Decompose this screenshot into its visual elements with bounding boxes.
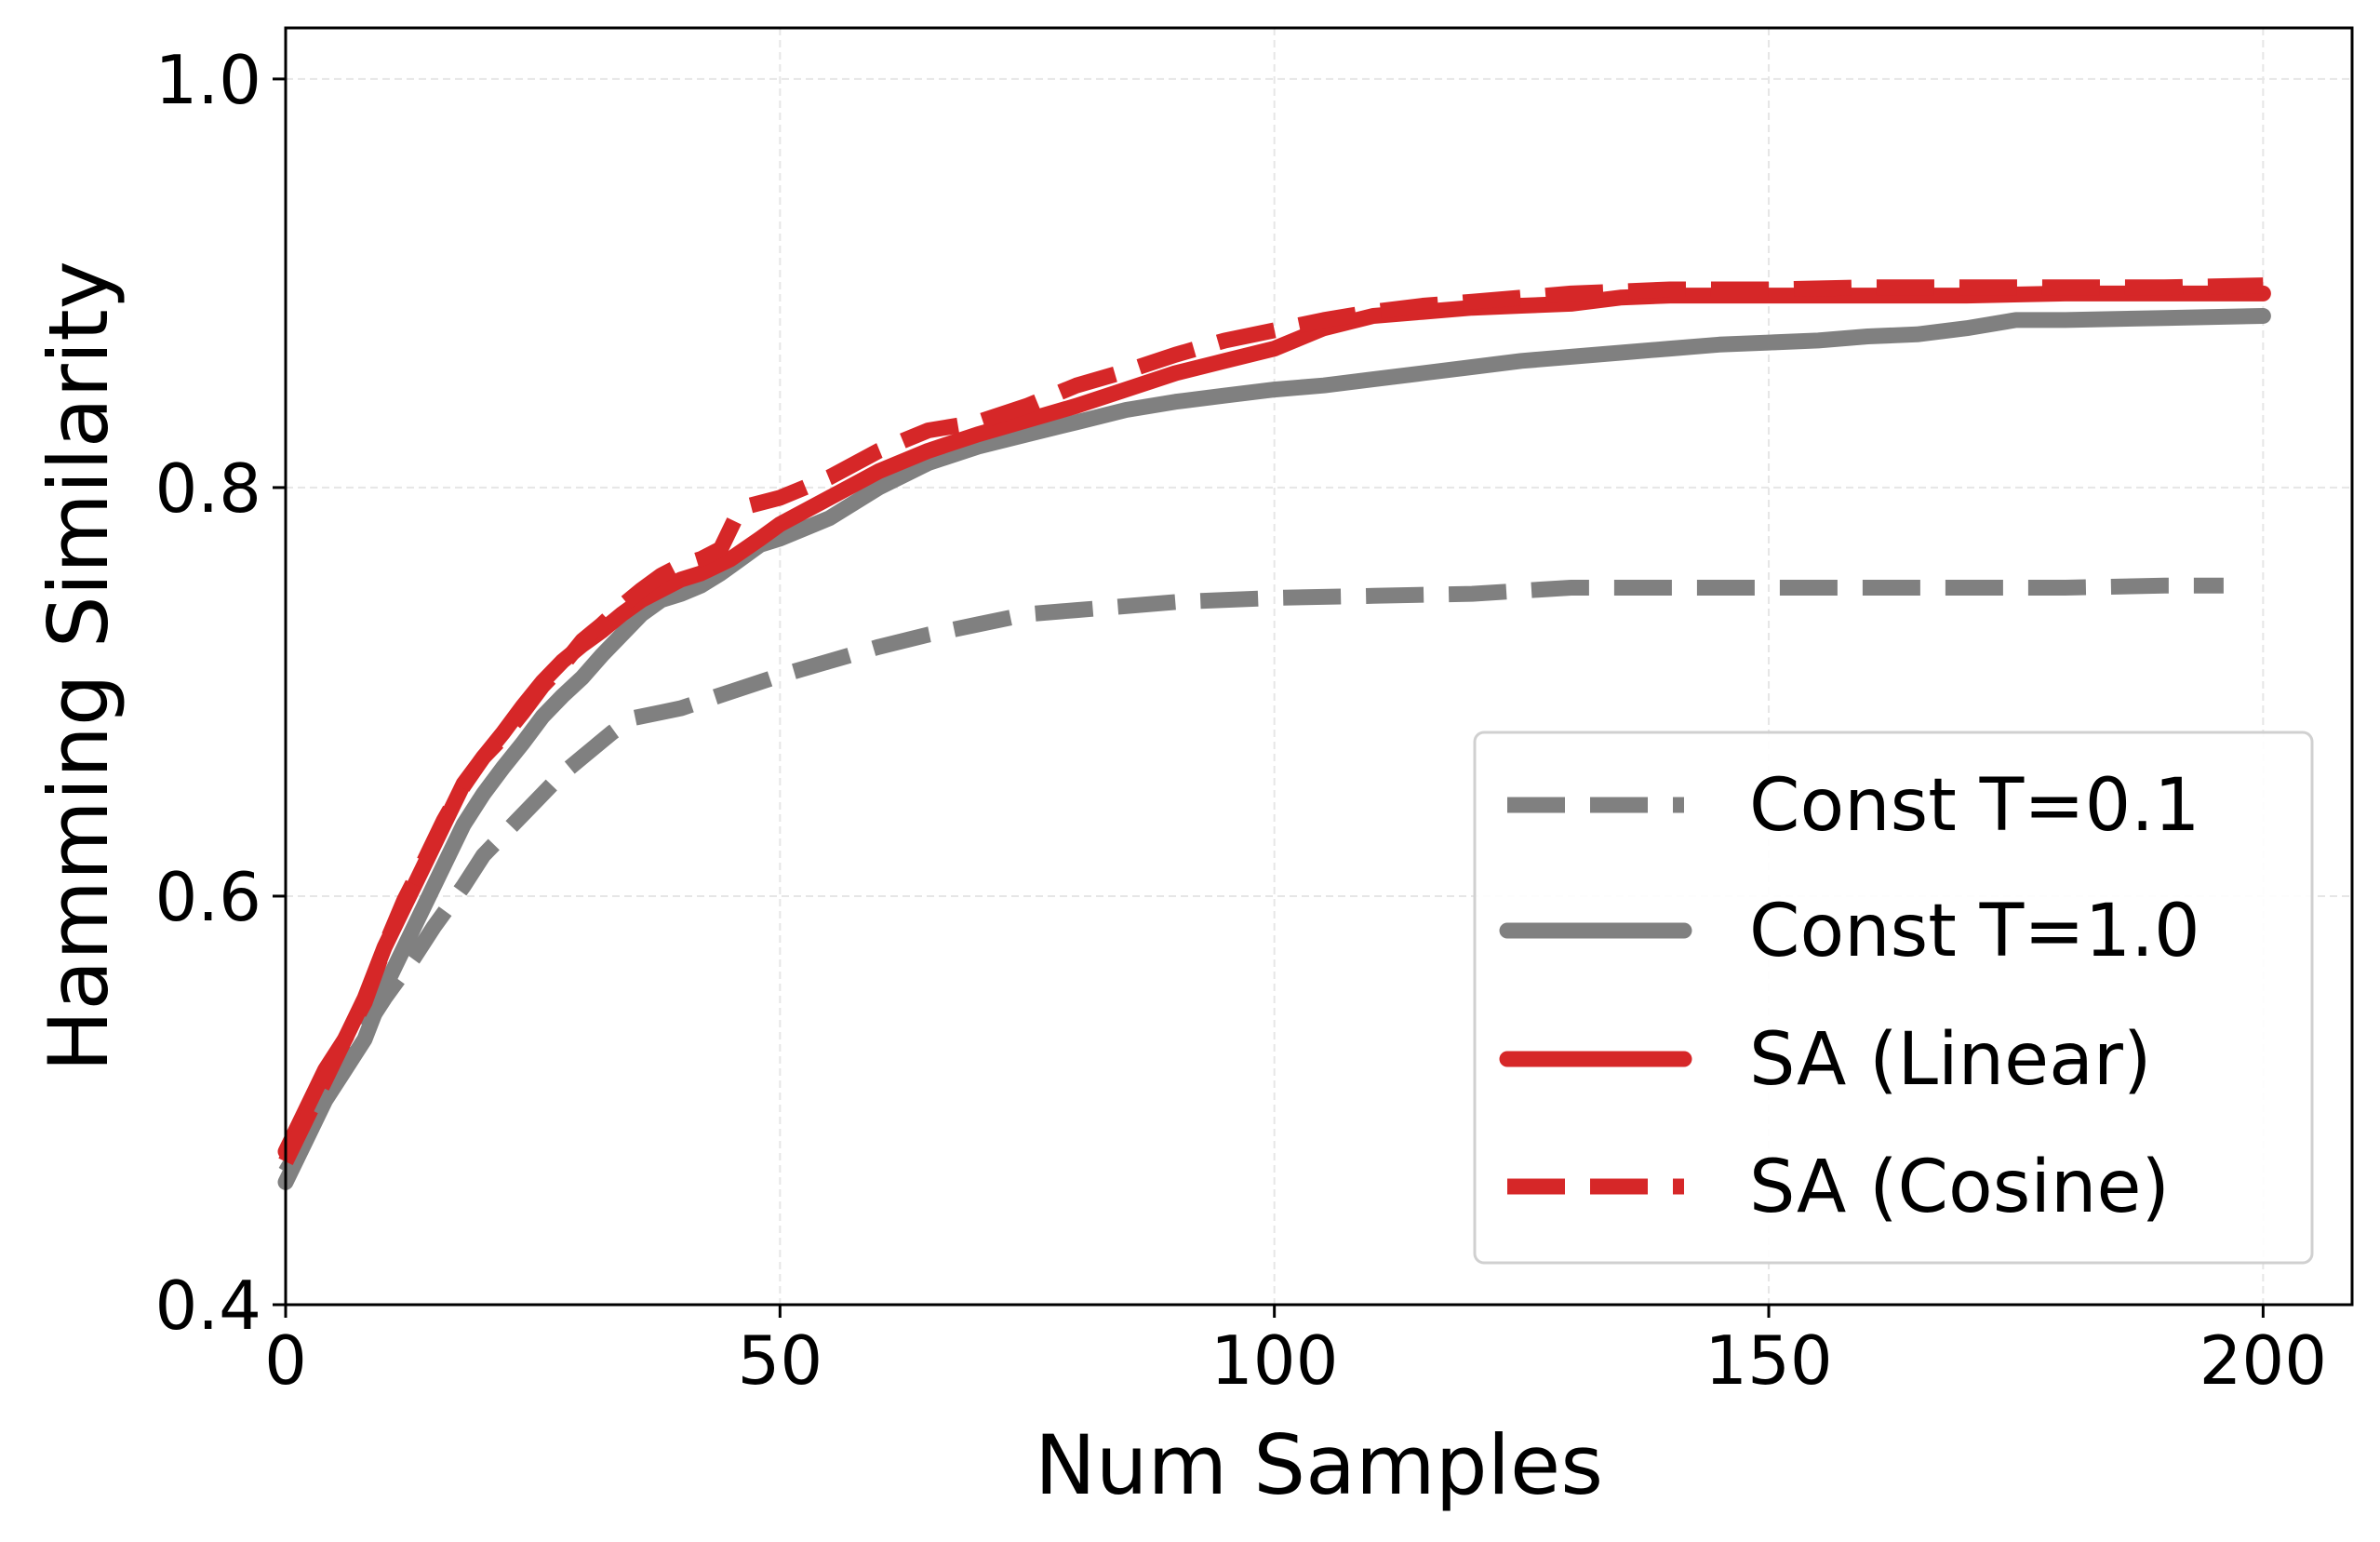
legend-label-2: Const T=1.0 (1749, 890, 2200, 973)
legend: Const T=0.1 Const T=1.0 SA (Linear) SA (Cos… (1473, 731, 2314, 1265)
y-tick-label: 0.4 (154, 1267, 261, 1345)
x-axis-label: Num Samples (1035, 1417, 1603, 1513)
y-tick-label: 0.8 (154, 449, 261, 528)
y-axis-label: Hamming Similarity (31, 261, 127, 1072)
x-tick-label: 100 (1210, 1321, 1338, 1400)
legend-entries: Const T=0.1 Const T=1.0 SA (Linear) SA (Cos… (1499, 764, 2200, 1229)
legend-label-4: SA (Cosine) (1749, 1146, 2170, 1229)
axis-ticks: 0 50 100 150 200 0.4 0.6 0.8 1.0 (154, 41, 2327, 1400)
series-line-4 (278, 277, 2264, 1166)
plot-area-frame (284, 26, 2354, 1307)
series-line-2 (277, 308, 2271, 1190)
x-tick-label: 150 (1705, 1321, 1832, 1400)
y-tick-label: 1.0 (154, 41, 261, 119)
legend-label-3: SA (Linear) (1749, 1018, 2151, 1102)
legend-box (1473, 731, 2314, 1265)
x-tick-label: 0 (264, 1321, 307, 1400)
y-tick-label: 0.6 (154, 858, 261, 936)
series-lines (277, 277, 2271, 1190)
x-tick-label: 50 (738, 1321, 823, 1400)
legend-label-1: Const T=0.1 (1749, 764, 2200, 848)
x-tick-label: 200 (2199, 1321, 2327, 1400)
series-line-1 (278, 577, 2224, 1176)
